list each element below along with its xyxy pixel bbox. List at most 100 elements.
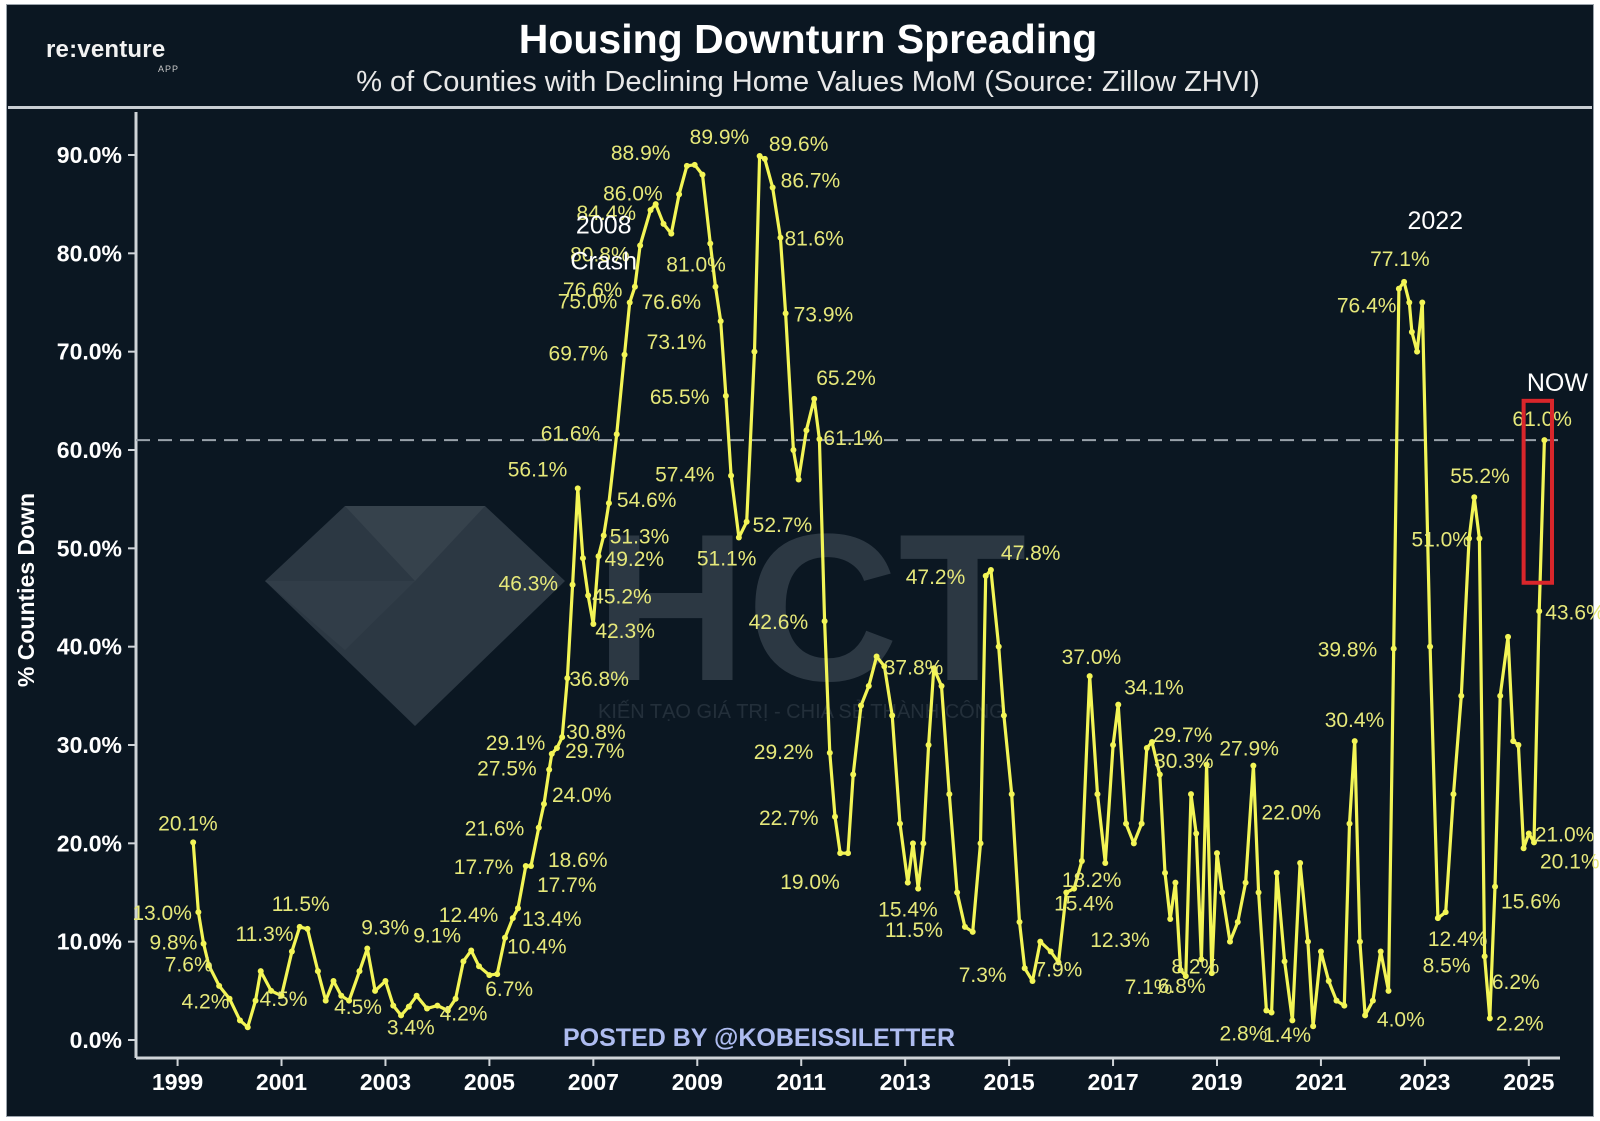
data-point <box>1395 285 1402 292</box>
data-label: 4.0% <box>1377 1009 1425 1032</box>
data-point <box>1177 967 1184 974</box>
data-point <box>1541 437 1548 444</box>
data-point <box>1419 299 1426 306</box>
data-label: 24.0% <box>552 784 612 807</box>
data-point <box>707 240 714 247</box>
data-point <box>1362 1012 1369 1019</box>
data-label: 42.6% <box>749 611 809 634</box>
data-point <box>712 283 719 290</box>
data-point <box>1281 958 1288 965</box>
x-tick-label: 2011 <box>776 1069 826 1095</box>
data-point <box>304 925 311 932</box>
watermark-diamond-facet-left <box>265 581 415 650</box>
data-label: 6.7% <box>485 978 533 1001</box>
x-tick-label: 2001 <box>256 1069 307 1095</box>
data-label: 10.4% <box>507 936 567 959</box>
data-point <box>1268 1009 1275 1016</box>
data-point <box>889 712 896 719</box>
data-label: 55.2% <box>1450 465 1510 488</box>
y-tick-label: 10.0% <box>57 929 122 955</box>
data-point <box>1289 1017 1296 1024</box>
data-point <box>795 476 802 483</box>
annotation-y2022: 2022 <box>1407 207 1463 235</box>
data-point <box>782 310 789 317</box>
data-label: 73.1% <box>647 331 707 354</box>
data-label: 12.4% <box>439 904 499 927</box>
data-point <box>865 683 872 689</box>
data-label: 15.6% <box>1501 891 1561 914</box>
data-labels: 20.1% 13.0% 9.8%7.6% 4.2% 4.5% 11.5% 11.3% 4.5%… <box>132 126 1600 1047</box>
x-tick-label: 2015 <box>984 1069 1035 1095</box>
data-label: 18.6% <box>548 849 608 872</box>
data-point <box>920 840 927 847</box>
data-label: 84.4% <box>577 202 637 225</box>
data-label: 47.8% <box>1001 542 1061 565</box>
data-label: 19.0% <box>780 871 840 894</box>
data-label: 61.6% <box>541 422 601 445</box>
data-label: 9.1% <box>413 925 461 948</box>
data-point <box>631 283 638 290</box>
y-tick-label: 70.0% <box>57 339 122 365</box>
data-point <box>1172 879 1179 886</box>
data-label: 4.2% <box>182 991 230 1014</box>
data-point <box>1021 965 1028 972</box>
data-point <box>1130 840 1137 847</box>
data-label: 65.2% <box>816 367 876 390</box>
data-point <box>405 1003 412 1010</box>
data-point <box>1242 879 1249 886</box>
data-label: 7.9% <box>1034 958 1082 981</box>
data-point <box>1008 791 1015 798</box>
data-point <box>486 972 493 979</box>
data-point <box>494 971 501 978</box>
data-point <box>1458 692 1465 699</box>
data-label: 29.7% <box>1153 724 1213 747</box>
data-point <box>1525 830 1532 837</box>
data-label: 15.4% <box>878 899 938 922</box>
data-label: 73.9% <box>794 303 854 326</box>
annotation-crash: 2008 <box>576 212 632 240</box>
data-point <box>735 534 742 541</box>
data-point <box>346 997 353 1004</box>
data-point <box>535 824 542 831</box>
data-point <box>1434 915 1441 922</box>
data-label: 37.8% <box>884 656 944 679</box>
data-label: 77.1% <box>1370 248 1430 271</box>
data-point <box>977 840 984 847</box>
data-point <box>1377 948 1384 955</box>
data-point <box>1047 948 1054 955</box>
now-highlight-box <box>1521 398 1555 585</box>
data-label: 65.5% <box>650 386 710 409</box>
data-point <box>574 485 581 492</box>
data-label: 37.0% <box>1062 646 1122 669</box>
data-point <box>1390 645 1397 652</box>
data-label: 9.3% <box>361 917 409 940</box>
data-point <box>652 201 659 208</box>
data-label: 69.7% <box>549 343 609 366</box>
data-point <box>850 771 857 778</box>
data-point <box>1182 973 1189 980</box>
data-point <box>987 566 994 573</box>
data-point <box>244 1024 251 1031</box>
data-point <box>621 351 628 358</box>
data-label: 2.2% <box>1496 1012 1544 1035</box>
data-label: 9.8% <box>150 932 198 955</box>
watermark-brand: HCT <box>595 490 1027 725</box>
data-point <box>1086 673 1093 680</box>
data-label: 81.6% <box>784 228 844 251</box>
data-point <box>1115 701 1122 708</box>
data-point <box>1510 738 1517 745</box>
data-point <box>873 653 880 660</box>
chart-title: Housing Downturn Spreading <box>518 16 1098 62</box>
data-point <box>226 995 233 1002</box>
data-point <box>509 915 516 922</box>
data-point <box>1346 820 1353 827</box>
data-point <box>777 234 784 241</box>
x-tick-label: 2021 <box>1295 1069 1346 1095</box>
data-point <box>1414 348 1421 355</box>
data-point <box>915 885 922 892</box>
data-point <box>514 905 521 912</box>
data-point <box>761 155 768 162</box>
data-label: 7.6% <box>165 953 213 976</box>
data-point <box>1310 1023 1317 1030</box>
